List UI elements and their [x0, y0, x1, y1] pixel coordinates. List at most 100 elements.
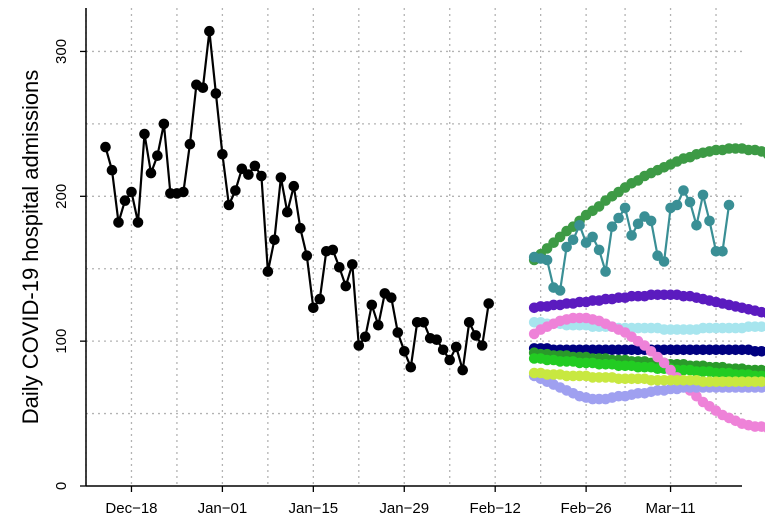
forecast-8-point [665, 364, 676, 376]
forecast-8-point [658, 357, 670, 369]
observed-point [249, 160, 261, 172]
forecast-5-point [756, 346, 765, 357]
forecast-2-point [593, 244, 605, 256]
forecast-3-point [762, 309, 765, 318]
observed-point [152, 150, 163, 161]
forecast-2-point [561, 241, 572, 253]
observed-point [301, 250, 313, 261]
observed-point [450, 341, 462, 353]
observed-point [275, 172, 287, 183]
observed-point [132, 217, 144, 228]
forecast-2-point [697, 189, 709, 201]
y-tick-label: 0 [53, 482, 70, 490]
observed-point [366, 299, 378, 311]
observed-point [288, 180, 300, 192]
x-tick-label: Dec−18 [105, 500, 157, 517]
observed-point [476, 340, 488, 351]
forecast-2-point [717, 246, 728, 257]
forecast-2-point [645, 215, 657, 227]
observed-point [340, 280, 352, 292]
x-tick-label: Jan−01 [198, 500, 248, 517]
observed-line [104, 30, 490, 372]
forecast-2-point [613, 212, 624, 224]
observed-point [308, 302, 319, 314]
observed-point [178, 186, 189, 198]
observed-point [204, 25, 215, 37]
forecast-2-point [554, 285, 566, 296]
observed-point [457, 364, 469, 376]
y-axis-title: Daily COVID-19 hospital admissions [18, 70, 43, 425]
axes: 0 100 200 300 Dec−18 Jan−01 Jan−15 Jan−29 Feb−1… [18, 8, 742, 517]
forecast-2-point [606, 221, 618, 232]
observed-point [282, 206, 293, 218]
observed-point [262, 266, 274, 277]
x-tick-label: Jan−15 [289, 500, 339, 517]
observed-point [418, 317, 430, 328]
observed-point [327, 244, 339, 256]
observed-point [386, 292, 397, 304]
x-ticks: Dec−18 Jan−01 Jan−15 Jan−29 Feb−12 Feb−26 Mar−… [105, 486, 696, 517]
y-tick-label: 100 [53, 329, 70, 354]
forecast-2-point [632, 218, 644, 230]
observed-point [210, 88, 222, 99]
forecast-2-point [600, 266, 611, 277]
forecast-2-point [658, 256, 670, 267]
forecast-2-point [684, 196, 696, 208]
observed-point [126, 186, 137, 198]
observed-point [463, 317, 475, 328]
forecast-5-point [762, 346, 765, 356]
x-tick-label: Jan−29 [379, 500, 429, 517]
forecast-4-point [756, 321, 765, 332]
observed-point [230, 185, 241, 196]
forecast-10-point [762, 377, 765, 387]
forecast-2-point [723, 199, 735, 211]
forecast-2-point [574, 220, 585, 231]
observed-point [483, 298, 495, 309]
observed-point [106, 164, 118, 176]
y-tick-label: 300 [53, 39, 70, 64]
observed-point [437, 344, 449, 356]
y-tick-label: 200 [53, 184, 70, 209]
observed-point [217, 149, 228, 160]
observed-point [444, 354, 456, 366]
observed-point [314, 293, 326, 305]
observed-point [334, 262, 345, 273]
observed-point [405, 361, 417, 373]
observed-point [431, 334, 443, 346]
observed-point [243, 169, 254, 180]
observed-point [399, 346, 410, 357]
forecast-2-point [704, 215, 715, 227]
forecast-10-point [756, 376, 765, 387]
forecast-2-point [587, 231, 598, 243]
forecast-2-point [567, 234, 579, 246]
forecast-1-point [762, 149, 765, 159]
observed-point [119, 195, 131, 206]
x-tick-label: Feb−12 [470, 500, 521, 517]
observed-point [392, 327, 404, 338]
observed-point [295, 222, 306, 234]
forecast-8-point [762, 423, 765, 433]
forecast-series [528, 143, 765, 433]
forecast-3-point [756, 306, 765, 318]
observed-point [373, 319, 384, 331]
forecast-2-point [678, 185, 689, 196]
observed-point [197, 82, 209, 93]
observed-point [353, 340, 365, 351]
x-tick-label: Feb−26 [560, 500, 611, 517]
x-tick-label: Mar−11 [645, 500, 695, 517]
observed-point [113, 217, 124, 228]
observed-point [100, 141, 111, 153]
observed-point [347, 259, 358, 270]
forecast-2-point [626, 230, 637, 241]
forecast-2-point [691, 220, 702, 231]
observed-point [223, 199, 235, 211]
observed-point [145, 167, 157, 179]
forecast-8-point [756, 421, 765, 432]
observed-point [470, 330, 482, 341]
observed-point [184, 138, 196, 150]
observed-series [100, 25, 495, 376]
forecast-2-point [541, 254, 553, 266]
grid [85, 8, 742, 486]
forecast-2-point [619, 202, 631, 214]
